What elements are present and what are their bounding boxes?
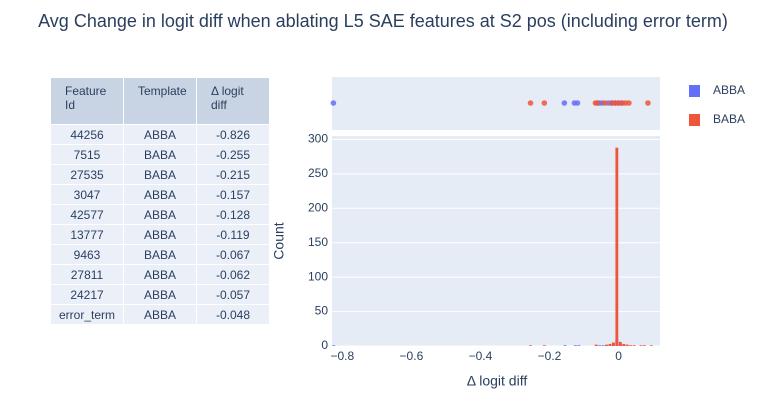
table-cell: ABBA — [123, 284, 197, 305]
bar — [615, 147, 619, 346]
table-cell: ABBA — [123, 204, 197, 225]
table-cell: 13777 — [50, 224, 124, 245]
table-cell: -0.255 — [196, 144, 270, 165]
table-cell: -0.048 — [196, 304, 270, 325]
bar — [608, 343, 612, 346]
table-cell: -0.067 — [196, 244, 270, 265]
legend-label: ABBA — [713, 83, 745, 97]
table-row: 27811 ABBA -0.062 — [50, 264, 270, 285]
table-cell: -0.062 — [196, 264, 270, 285]
y-tick-label: 200 — [308, 200, 328, 214]
bar — [594, 344, 598, 346]
table-cell: BABA — [123, 144, 197, 165]
header-cell: Template — [123, 77, 197, 125]
table-cell: 27535 — [50, 164, 124, 185]
table-cell: BABA — [123, 244, 197, 265]
table-body: 44256 ABBA -0.826 7515 BABA -0.255 27535 BABA -0… — [50, 124, 270, 325]
table-row: 27535 BABA -0.215 — [50, 164, 270, 185]
y-tick-label: 300 — [308, 132, 328, 146]
bar — [632, 345, 636, 346]
table-row: 44256 ABBA -0.826 — [50, 124, 270, 145]
x-tick-label: −0.4 — [469, 349, 493, 363]
table-cell: ABBA — [123, 224, 197, 245]
bar — [643, 345, 646, 346]
table: Feature Id Template Δ logit diff 44256 ABBA… — [50, 77, 270, 325]
y-tick-label: 0 — [321, 338, 328, 352]
legend-swatch — [689, 85, 700, 97]
table-cell: -0.119 — [196, 224, 270, 245]
table-cell: 42577 — [50, 204, 124, 225]
bar — [332, 345, 336, 346]
table-cell: -0.157 — [196, 184, 270, 205]
header-cell: Δ logit diff — [196, 77, 270, 125]
bar — [611, 342, 615, 346]
header-cell: Feature Id — [50, 77, 124, 125]
strip-point — [601, 100, 608, 106]
bar — [577, 345, 581, 346]
bar — [563, 345, 567, 346]
y-tick-label: 100 — [308, 269, 328, 283]
table-row: 7515 BABA -0.255 — [50, 144, 270, 165]
strip-point — [330, 100, 337, 106]
strip-point — [574, 100, 581, 106]
bar — [625, 344, 629, 346]
table-row: 42577 ABBA -0.128 — [50, 204, 270, 225]
table-cell: ABBA — [123, 264, 197, 285]
table-row: 24217 ABBA -0.057 — [50, 284, 270, 305]
x-tick-label: 0 — [615, 349, 622, 363]
table-header: Feature Id Template Δ logit diff — [50, 77, 270, 125]
table-cell: 24217 — [50, 284, 124, 305]
bar — [601, 345, 605, 346]
bar — [649, 345, 653, 346]
table-row: error_term ABBA -0.048 — [50, 304, 270, 325]
table-cell: 3047 — [50, 184, 124, 205]
table-row: 3047 ABBA -0.157 — [50, 184, 270, 205]
strip-point — [527, 100, 534, 106]
table-cell: -0.215 — [196, 164, 270, 185]
bar — [605, 344, 608, 346]
strip-point — [594, 100, 600, 106]
x-tick-label: −0.2 — [538, 349, 562, 363]
chart-title: Avg Change in logit diff when ablating L… — [38, 11, 728, 31]
legend-swatch — [689, 114, 700, 126]
bar — [622, 343, 626, 346]
bar — [529, 345, 532, 346]
x-tick-label: −0.8 — [331, 349, 355, 363]
y-tick-label: 150 — [308, 235, 328, 249]
legend-label: BABA — [713, 112, 745, 126]
strip-point — [541, 100, 548, 106]
strip-point — [626, 100, 632, 106]
x-axis-title: Δ logit diff — [467, 373, 528, 389]
x-tick-label: −0.6 — [400, 349, 424, 363]
y-tick-label: 250 — [308, 166, 328, 180]
bar — [618, 341, 622, 346]
y-tick-label: 50 — [315, 304, 329, 318]
table-cell: 27811 — [50, 264, 124, 285]
plot-panel — [332, 136, 660, 346]
table-cell: 7515 — [50, 144, 124, 165]
bar — [542, 345, 546, 346]
table-cell: 44256 — [50, 124, 124, 145]
strip-point — [561, 100, 568, 106]
table-row: 9463 BABA -0.067 — [50, 244, 270, 265]
bar — [598, 345, 602, 346]
table-cell: 9463 — [50, 244, 124, 265]
table-cell: ABBA — [123, 304, 197, 325]
table-cell: ABBA — [123, 124, 197, 145]
bar — [639, 345, 643, 346]
bar — [573, 345, 577, 346]
strip-point — [645, 100, 651, 106]
table-row: 13777 ABBA -0.119 — [50, 224, 270, 245]
table-cell: -0.057 — [196, 284, 270, 305]
table-cell: -0.826 — [196, 124, 270, 145]
bar — [629, 345, 633, 346]
y-axis-title: Count — [271, 222, 287, 259]
table-cell: -0.128 — [196, 204, 270, 225]
table-cell: error_term — [50, 304, 124, 325]
table-cell: ABBA — [123, 184, 197, 205]
table-cell: BABA — [123, 164, 197, 185]
